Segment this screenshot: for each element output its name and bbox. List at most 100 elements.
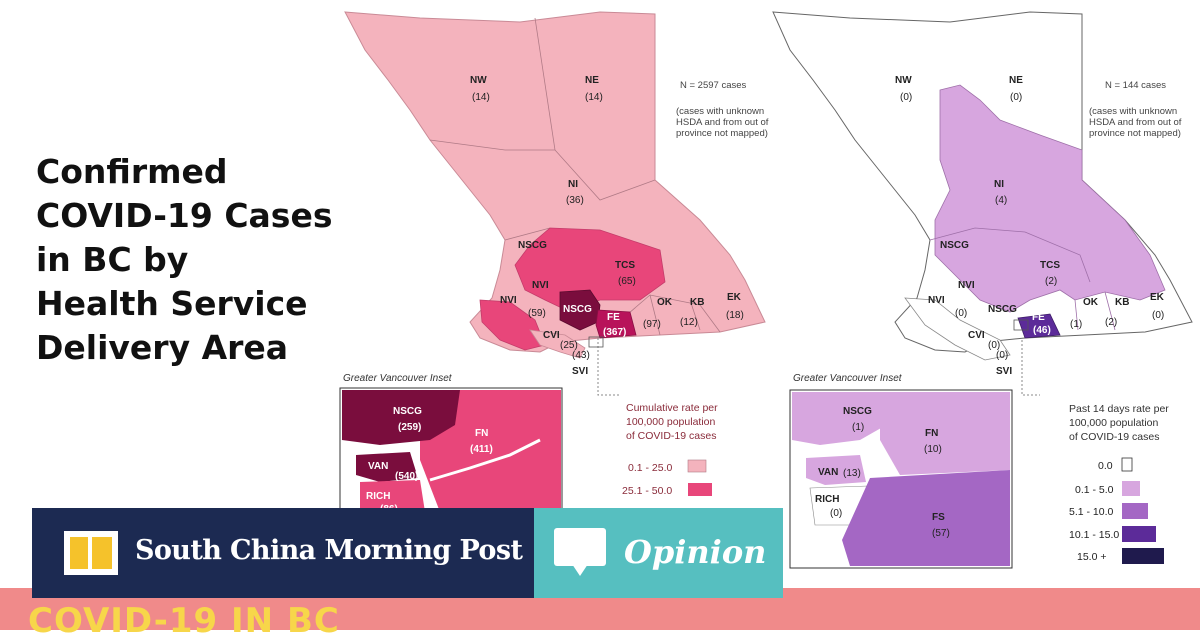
right-legend-title-2: 100,000 population bbox=[1069, 417, 1158, 429]
right-inset-label-fn: FN bbox=[925, 428, 938, 439]
left-legend-title-1: Cumulative rate per bbox=[626, 402, 718, 414]
right-inset-label-fs: FS bbox=[932, 512, 945, 523]
left-value-nvi: (59) bbox=[528, 308, 546, 319]
title-line-4: Health Service bbox=[36, 284, 308, 323]
scmp-logo-right-block bbox=[92, 537, 112, 569]
right-region-fe bbox=[1017, 313, 1061, 339]
left-inset-label-van: VAN bbox=[368, 461, 388, 472]
left-inset-van bbox=[356, 452, 418, 482]
right-label-ok: OK bbox=[1083, 297, 1099, 308]
right-legend-label-1: 0.0 bbox=[1098, 460, 1113, 472]
speech-bubble-tail bbox=[572, 564, 588, 576]
right-inset-value-rich: (0) bbox=[830, 508, 842, 519]
right-label-ek: EK bbox=[1150, 292, 1165, 303]
right-label-ni: NI bbox=[994, 179, 1004, 190]
right-label-kb: KB bbox=[1115, 297, 1129, 308]
left-region-borders bbox=[429, 17, 721, 339]
left-legend-title-3: of COVID-19 cases bbox=[626, 430, 716, 442]
left-legend-label-1: 0.1 - 25.0 bbox=[628, 462, 673, 474]
left-legend-swatch-2 bbox=[688, 483, 712, 496]
right-inset-fn bbox=[880, 392, 1010, 475]
right-label-nvi: NVI bbox=[928, 295, 945, 306]
right-legend-label-4: 10.1 - 15.0 bbox=[1069, 529, 1119, 541]
section-label: Opinion bbox=[624, 533, 767, 571]
right-inset-label-rich: RICH bbox=[815, 494, 839, 505]
left-label-ek: EK bbox=[727, 292, 742, 303]
right-legend-label-5: 15.0 + bbox=[1077, 551, 1107, 563]
footer-text: COVID-19 IN BC bbox=[28, 601, 340, 641]
left-inset-connector bbox=[597, 338, 620, 396]
left-legend-title-2: 100,000 population bbox=[626, 416, 715, 428]
right-value-ok: (1) bbox=[1070, 319, 1082, 330]
right-value-cvi: (0) bbox=[988, 340, 1000, 351]
left-map: NW (14) NE (14) NI (36) NSCG TCS (65) NV… bbox=[339, 11, 769, 515]
right-inset-value-van: (13) bbox=[843, 468, 861, 479]
right-note-line-1: (cases with unknown bbox=[1089, 106, 1177, 117]
right-legend-label-2: 0.1 - 5.0 bbox=[1075, 484, 1114, 496]
right-inset-value-nscg: (1) bbox=[852, 422, 864, 433]
left-value-nw: (14) bbox=[472, 92, 490, 103]
right-n-cases: N = 144 cases bbox=[1105, 80, 1166, 91]
right-label-ne: NE bbox=[1009, 75, 1023, 86]
title-line-2: COVID-19 Cases bbox=[36, 196, 333, 235]
right-value-nvi: (0) bbox=[955, 308, 967, 319]
right-value-kb: (2) bbox=[1105, 317, 1117, 328]
right-value-ek: (0) bbox=[1152, 310, 1164, 321]
left-value-ok: (97) bbox=[643, 319, 661, 330]
title-line-3: in BC by bbox=[36, 240, 189, 279]
left-inset-value-van: (540) bbox=[395, 471, 418, 482]
right-label-tcs: TCS bbox=[1040, 260, 1060, 271]
left-value-kb: (12) bbox=[680, 317, 698, 328]
title-line-5: Delivery Area bbox=[36, 328, 289, 367]
left-label-svi: SVI bbox=[572, 366, 588, 377]
left-value-ne: (14) bbox=[585, 92, 603, 103]
left-region-fe bbox=[595, 309, 637, 339]
right-legend-swatch-1 bbox=[1121, 457, 1133, 472]
left-inset-label-fn: FN bbox=[475, 428, 488, 439]
left-inset-title: Greater Vancouver Inset bbox=[343, 373, 453, 384]
right-label-nscg: NSCG bbox=[988, 304, 1017, 315]
left-value-cvi: (25) bbox=[560, 340, 578, 351]
left-region-cvi bbox=[529, 329, 586, 359]
left-value-tcs: (65) bbox=[618, 276, 636, 287]
left-label-ni: NI bbox=[568, 179, 578, 190]
left-legend-label-2: 25.1 - 50.0 bbox=[622, 485, 672, 497]
right-label-svi: SVI bbox=[996, 366, 1012, 377]
left-label-nvi: NVI bbox=[500, 295, 517, 306]
left-value-ek: (18) bbox=[726, 310, 744, 321]
right-value-ni: (4) bbox=[995, 195, 1007, 206]
right-legend-title-3: of COVID-19 cases bbox=[1069, 431, 1159, 443]
left-label-cvi: CVI bbox=[543, 330, 560, 341]
left-note-line-1: (cases with unknown bbox=[676, 106, 764, 117]
left-inset-label-nscg: NSCG bbox=[393, 406, 422, 417]
right-inset-value-fs: (57) bbox=[932, 528, 950, 539]
right-label-nvi-upper: NVI bbox=[958, 280, 975, 291]
page-title: Confirmed COVID-19 Cases in BC by Health… bbox=[36, 150, 336, 370]
left-inset-value-fn: (411) bbox=[470, 444, 493, 455]
left-region-nvi bbox=[479, 299, 546, 351]
right-label-nw: NW bbox=[895, 75, 912, 86]
right-value-ne: (0) bbox=[1010, 92, 1022, 103]
left-note-line-2: HSDA and from out of bbox=[676, 117, 769, 128]
left-n-cases: N = 2597 cases bbox=[680, 80, 747, 91]
right-legend-swatch-4 bbox=[1122, 526, 1156, 542]
right-note-line-3: province not mapped) bbox=[1089, 128, 1181, 139]
left-inset-river bbox=[429, 438, 541, 482]
left-inset-value-nscg: (259) bbox=[398, 422, 421, 433]
right-inset-label-nscg: NSCG bbox=[843, 406, 872, 417]
left-inset-label-rich: RICH bbox=[366, 491, 390, 502]
brand-name: South China Morning Post bbox=[135, 535, 523, 566]
left-value-fe: (367) bbox=[603, 327, 626, 338]
right-inset-title: Greater Vancouver Inset bbox=[793, 373, 903, 384]
title-line-1: Confirmed bbox=[36, 152, 228, 191]
right-value-tcs: (2) bbox=[1045, 276, 1057, 287]
left-label-tcs: TCS bbox=[615, 260, 635, 271]
right-legend-swatch-3 bbox=[1122, 503, 1148, 519]
right-label-fe: FE bbox=[1032, 312, 1045, 323]
right-inset-value-fn: (10) bbox=[924, 444, 942, 455]
left-label-ok: OK bbox=[657, 297, 673, 308]
right-map: NW (0) NE (0) NI (4) NSCG TCS (2) NVI NV… bbox=[772, 11, 1193, 569]
left-value-svi: (43) bbox=[572, 350, 590, 361]
left-inset-locator bbox=[588, 336, 604, 348]
left-label-nscg-north: NSCG bbox=[518, 240, 547, 251]
